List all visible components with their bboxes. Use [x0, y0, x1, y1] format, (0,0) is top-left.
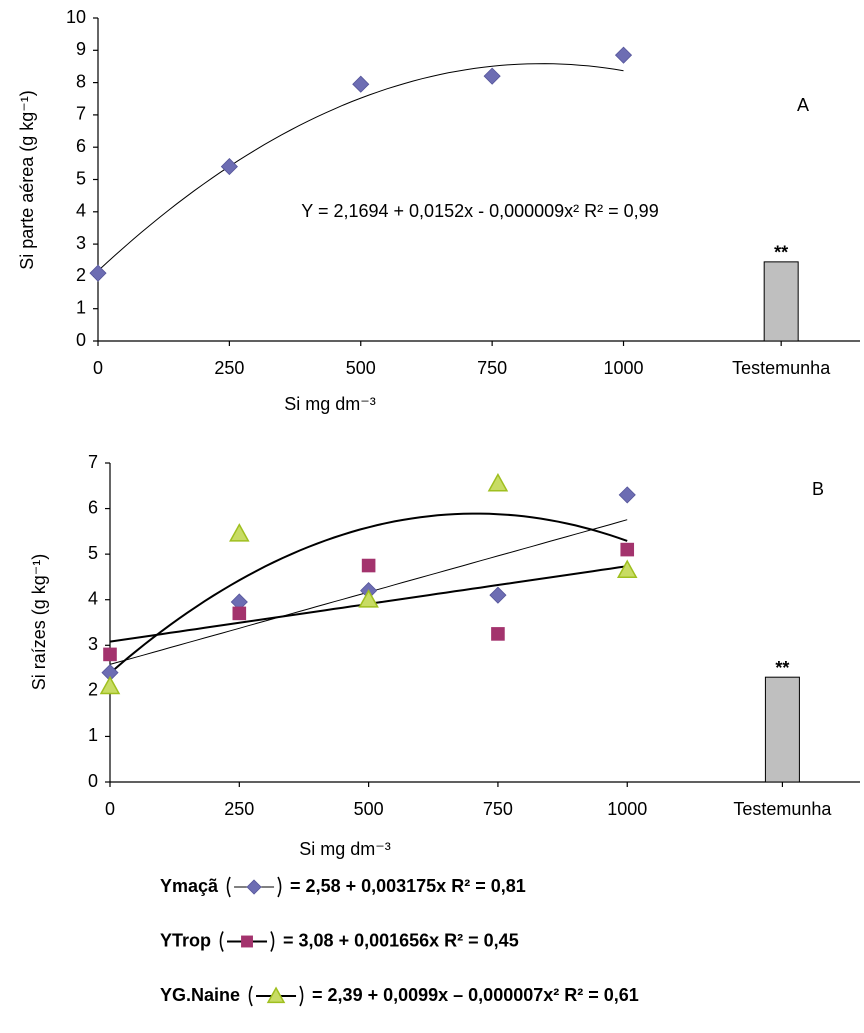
x-tick-label: 500 — [354, 799, 384, 819]
x-tick-label: 250 — [224, 799, 254, 819]
marker-square — [620, 542, 635, 557]
marker-triangle — [616, 559, 638, 579]
legend-equation: = 2,39 + 0,0099x – 0,000007x² R² = 0,61 — [312, 985, 639, 1005]
x-axis-title: Si mg dm⁻³ — [284, 394, 376, 414]
x-tick-label: 1000 — [607, 799, 647, 819]
marker-square — [103, 647, 117, 662]
significance: ** — [774, 243, 788, 263]
y-tick-label: 7 — [88, 452, 98, 472]
marker-diamond — [220, 158, 238, 176]
significance: ** — [775, 658, 789, 678]
legend-label: YG.Naine — [160, 985, 240, 1005]
paren — [219, 931, 224, 952]
marker-square — [361, 558, 376, 573]
marker-square — [491, 627, 505, 641]
panel-label: A — [797, 95, 809, 115]
y-tick-label: 8 — [76, 71, 86, 91]
marker-diamond — [89, 264, 107, 282]
y-tick-label: 9 — [76, 39, 86, 59]
legend-equation: = 3,08 + 0,001656x R² = 0,45 — [283, 930, 519, 950]
x-axis-title: Si mg dm⁻³ — [299, 839, 391, 859]
y-tick-label: 3 — [88, 634, 98, 654]
y-tick-label: 5 — [88, 543, 98, 563]
y-tick-label: 0 — [88, 771, 98, 791]
marker-diamond — [618, 486, 636, 504]
legend-marker — [266, 986, 286, 1004]
x-tick-label: 750 — [483, 799, 513, 819]
paren — [226, 876, 231, 898]
marker-diamond — [614, 46, 633, 64]
x-tick-label: Testemunha — [732, 358, 831, 378]
x-tick-label: 0 — [93, 358, 103, 378]
legend-equation: = 2,58 + 0,003175x R² = 0,81 — [290, 876, 526, 896]
y-tick-label: 0 — [76, 330, 86, 350]
x-tick-label: 500 — [346, 358, 376, 378]
paren — [248, 985, 253, 1007]
legend-label: YTrop — [160, 930, 211, 950]
y-axis-title: Si raízes (g kg⁻¹) — [29, 554, 49, 691]
paren — [270, 931, 275, 952]
x-tick-label: 0 — [105, 799, 115, 819]
y-tick-label: 6 — [88, 497, 98, 517]
x-tick-label: 250 — [214, 358, 244, 378]
marker-triangle — [229, 523, 250, 542]
x-tick-label: 1000 — [603, 358, 643, 378]
y-tick-label: 4 — [88, 588, 98, 608]
control-bar — [764, 676, 800, 783]
y-tick-label: 2 — [76, 265, 86, 285]
legend-marker — [246, 879, 262, 895]
marker-diamond — [352, 75, 370, 93]
x-tick-label: Testemunha — [733, 799, 832, 819]
marker-diamond — [489, 586, 507, 604]
trend-line — [97, 63, 624, 272]
y-tick-label: 3 — [76, 233, 86, 253]
y-tick-label: 6 — [76, 136, 86, 156]
y-tick-label: 7 — [76, 104, 86, 124]
panel-label: B — [812, 479, 824, 499]
legend-marker — [241, 935, 253, 948]
marker-diamond — [483, 67, 501, 85]
paren — [299, 985, 304, 1007]
y-tick-label: 1 — [76, 297, 86, 317]
y-tick-label: 5 — [76, 168, 86, 188]
marker-triangle — [487, 472, 509, 492]
y-tick-label: 1 — [88, 725, 98, 745]
trend-line — [109, 512, 628, 674]
y-tick-label: 10 — [66, 7, 86, 27]
y-tick-label: 2 — [88, 680, 98, 700]
y-axis-title: Si parte aérea (g kg⁻¹) — [17, 90, 37, 270]
control-bar — [763, 261, 799, 342]
marker-triangle — [99, 675, 121, 695]
y-tick-label: 4 — [76, 201, 86, 221]
equation: Y = 2,1694 + 0,0152x - 0,000009x² R² = 0… — [301, 201, 658, 221]
x-tick-label: 750 — [477, 358, 507, 378]
paren — [277, 876, 282, 898]
legend-label: Ymaçã — [160, 876, 219, 896]
marker-triangle — [358, 589, 379, 608]
marker-square — [232, 606, 247, 621]
